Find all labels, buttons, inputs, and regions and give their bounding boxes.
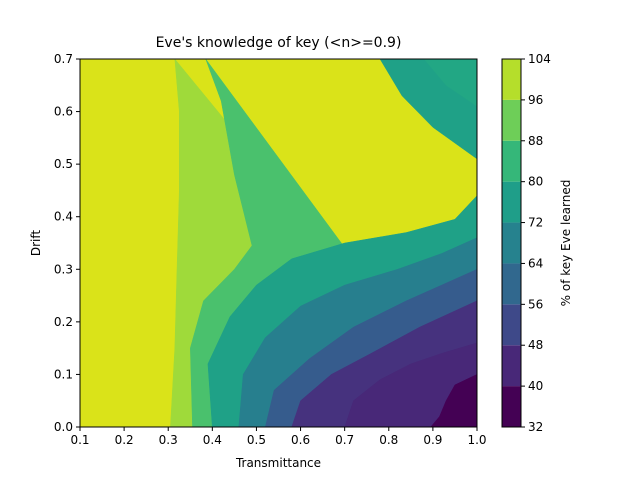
x-tick-label: 0.9 [423, 433, 442, 447]
y-tick-label: 0.3 [54, 262, 73, 276]
x-tick-label: 0.3 [159, 433, 178, 447]
contour-band [423, 59, 477, 107]
contour-band [291, 59, 477, 427]
x-tick-label: 0.7 [335, 433, 354, 447]
colorbar-tick-label: 56 [528, 297, 543, 311]
colorbar-swatch [502, 181, 521, 223]
colorbar-frame [501, 58, 522, 428]
y-tick-label: 0.7 [54, 52, 73, 66]
colorbar: 32 40 48 56 64 72 80 88 96 104 [501, 52, 551, 434]
colorbar-tick-label: 32 [528, 420, 543, 434]
x-axis: 0.1 0.2 0.3 0.4 0.5 0.6 0.7 0.8 0.9 1.0 [70, 427, 487, 447]
y-tick-label: 0.5 [54, 157, 73, 171]
chart-title: Eve's knowledge of key (<n>=0.9) [156, 35, 402, 51]
y-tick-label: 0.4 [54, 210, 73, 224]
y-tick-label: 0.1 [54, 367, 73, 381]
y-tick-label: 0.6 [54, 105, 73, 119]
colorbar-tick-label: 40 [528, 379, 543, 393]
axes-frame [79, 58, 478, 428]
colorbar-swatch [502, 304, 521, 346]
x-tick-label: 0.1 [70, 433, 89, 447]
y-axis-label: Drift [29, 230, 43, 257]
y-tick-label: 0.2 [54, 315, 73, 329]
colorbar-swatch [502, 222, 521, 264]
colorbar-label: % of key Eve learned [559, 180, 573, 307]
x-axis-label: Transmittance [235, 456, 321, 470]
colorbar-tick-label: 64 [528, 256, 543, 270]
x-tick-label: 0.8 [379, 433, 398, 447]
y-axis: 0.0 0.1 0.2 0.3 0.4 0.5 0.6 0.7 [54, 52, 80, 434]
colorbar-swatch [502, 386, 521, 427]
x-tick-label: 1.0 [467, 433, 486, 447]
x-tick-label: 0.5 [247, 433, 266, 447]
colorbar-swatch [502, 59, 521, 100]
colorbar-tick-label: 48 [528, 338, 543, 352]
x-tick-label: 0.4 [203, 433, 222, 447]
plot-area [80, 59, 477, 427]
x-tick-label: 0.6 [291, 433, 310, 447]
colorbar-swatch [502, 345, 521, 387]
colorbar-tick-label: 104 [528, 52, 551, 66]
colorbar-tick-label: 96 [528, 93, 543, 107]
colorbar-tick-label: 88 [528, 134, 543, 148]
colorbar-swatch [502, 140, 521, 182]
colorbar-swatch [502, 99, 521, 141]
colorbar-tick-label: 80 [528, 175, 543, 189]
y-tick-label: 0.0 [54, 420, 73, 434]
colorbar-swatch [502, 263, 521, 305]
x-tick-label: 0.2 [115, 433, 134, 447]
contour-band [430, 59, 477, 427]
colorbar-tick-label: 72 [528, 216, 543, 230]
